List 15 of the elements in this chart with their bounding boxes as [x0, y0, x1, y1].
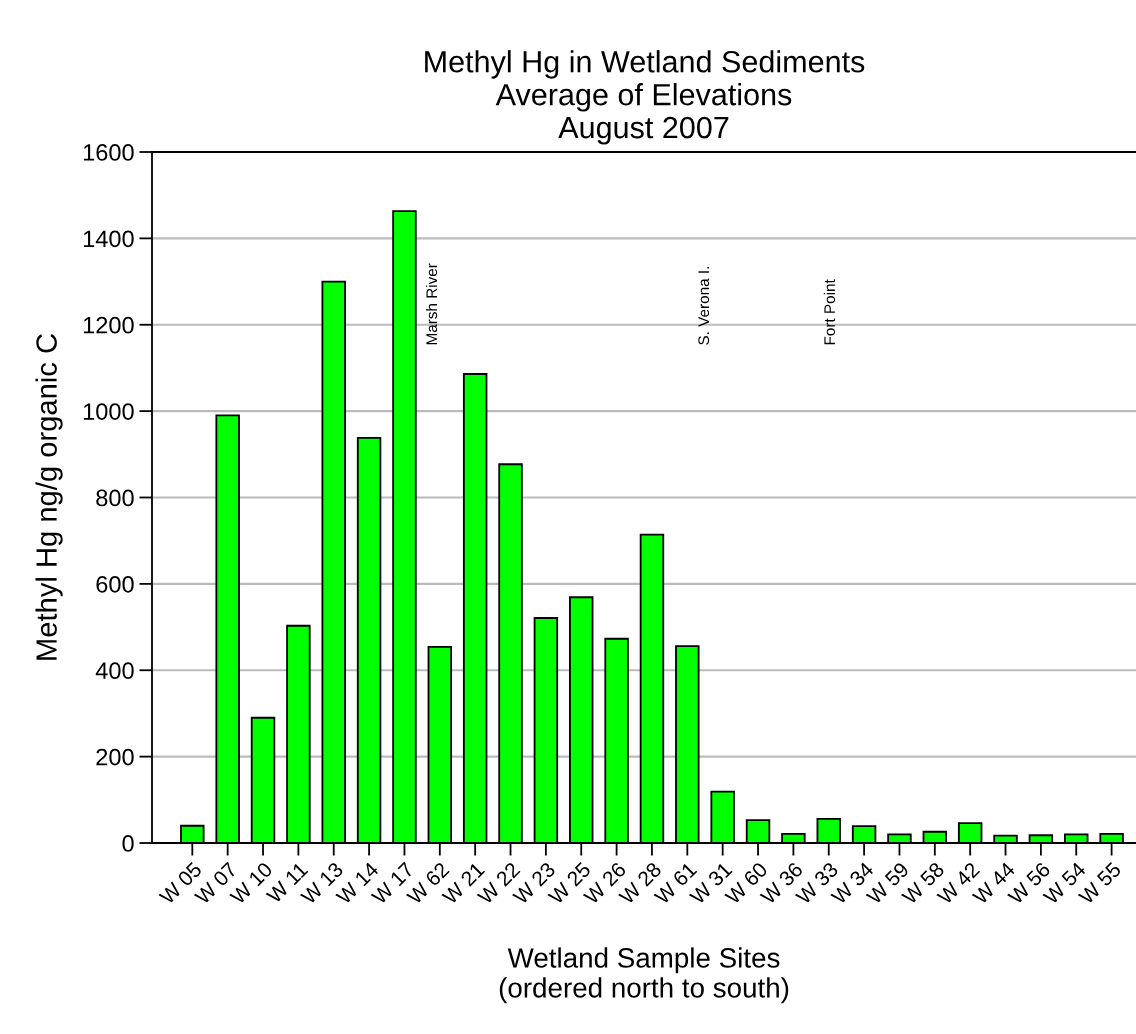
annotation: S. Verona I.: [698, 267, 710, 345]
annotation: Fort Point: [823, 279, 836, 345]
y-tick-label: 0: [122, 835, 134, 852]
y-tick-label: 200: [96, 748, 134, 766]
y-tick-label: 1000: [83, 403, 134, 420]
y-tick-label: 1200: [83, 316, 134, 334]
y-tick-label: 800: [96, 489, 134, 507]
annotation: Marsh River: [425, 263, 438, 345]
y-axis-title: Methyl Hg ng/g organic C: [35, 334, 63, 660]
y-tick-label: 1600: [83, 144, 134, 161]
y-tick-label: 1400: [83, 230, 134, 248]
y-tick-label: 400: [95, 662, 134, 680]
x-axis-title: Wetland Sample Sites (ordered north to south): [499, 947, 789, 1004]
y-tick-label: 600: [96, 575, 134, 593]
chart-title: Methyl Hg in Wetland Sediments Average of Elevations August 2007: [425, 50, 865, 145]
